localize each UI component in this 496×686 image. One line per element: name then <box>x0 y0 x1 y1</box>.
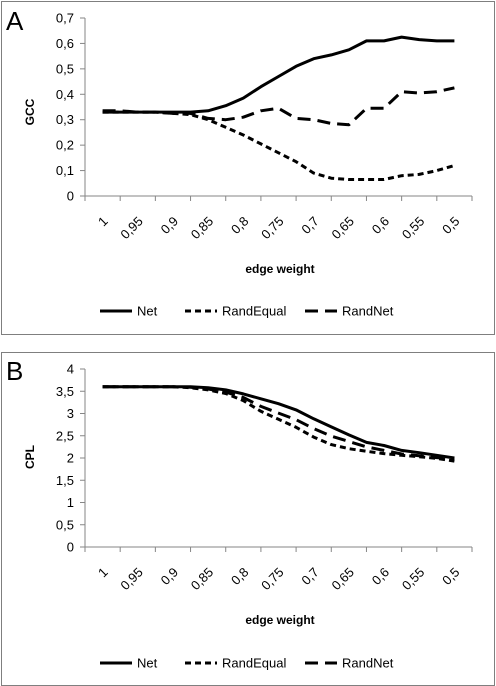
y-tick-label: 1 <box>67 495 74 510</box>
y-tick-label: 3,5 <box>56 384 74 399</box>
y-tick-label: 1,5 <box>56 473 74 488</box>
x-axis-title: edge weight <box>245 613 314 627</box>
y-tick-label: 0,5 <box>56 61 74 76</box>
y-axis-title: CPL <box>23 445 37 469</box>
y-tick-label: 0,5 <box>56 517 74 532</box>
x-axis-title: edge weight <box>245 262 314 276</box>
y-tick-label: 0,2 <box>56 138 74 153</box>
y-tick-label: 2 <box>67 451 74 466</box>
y-tick-label: 2,5 <box>56 428 74 443</box>
legend-label-randequal: RandEqual <box>222 656 286 671</box>
legend-label-net: Net <box>137 304 158 319</box>
y-tick-label: 4 <box>67 362 74 377</box>
legend-label-randnet: RandNet <box>342 656 394 671</box>
series-line-net <box>102 385 455 460</box>
legend-label-randnet: RandNet <box>342 304 394 319</box>
y-tick-label: 0,3 <box>56 112 74 127</box>
y-tick-label: 0,4 <box>56 87 74 102</box>
y-axis-title: GCC <box>23 98 37 125</box>
legend-label-randequal: RandEqual <box>222 304 286 319</box>
chart-panel-a: A00,10,20,30,40,50,60,71 0,95 0,9 0,85 0,8 0,… <box>1 1 495 335</box>
y-tick-label: 0 <box>67 540 74 555</box>
y-tick-label: 0,7 <box>56 11 74 26</box>
y-tick-label: 0 <box>67 189 74 204</box>
legend-label-net: Net <box>137 656 158 671</box>
series-line-randequal <box>102 385 455 463</box>
series-line-randnet <box>102 385 455 461</box>
y-tick-label: 0,1 <box>56 163 74 178</box>
y-tick-label: 0,6 <box>56 36 74 51</box>
y-tick-label: 3 <box>67 406 74 421</box>
panel-letter: A <box>6 6 24 36</box>
panel-letter: B <box>6 356 23 386</box>
panel-frame <box>1 352 495 686</box>
series-line-net <box>102 35 455 114</box>
panel-frame <box>1 1 495 335</box>
chart-panel-b: B00,511,522,533,541 0,95 0,9 0,85 0,8 0,75 0,7… <box>1 352 495 686</box>
series-line-randnet <box>102 86 455 127</box>
series-line-randequal <box>102 110 455 181</box>
